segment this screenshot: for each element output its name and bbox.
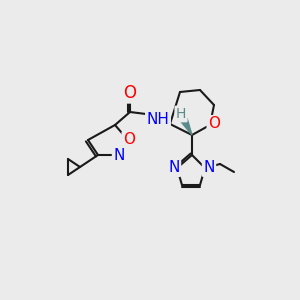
Text: O: O — [123, 133, 135, 148]
Polygon shape — [181, 118, 192, 135]
Text: O: O — [208, 116, 220, 131]
Text: N: N — [168, 160, 180, 175]
Text: N: N — [113, 148, 125, 164]
Polygon shape — [152, 112, 170, 124]
Text: NH: NH — [147, 112, 169, 127]
Text: N: N — [203, 160, 215, 175]
Text: O: O — [124, 84, 136, 102]
Text: H: H — [176, 107, 186, 121]
